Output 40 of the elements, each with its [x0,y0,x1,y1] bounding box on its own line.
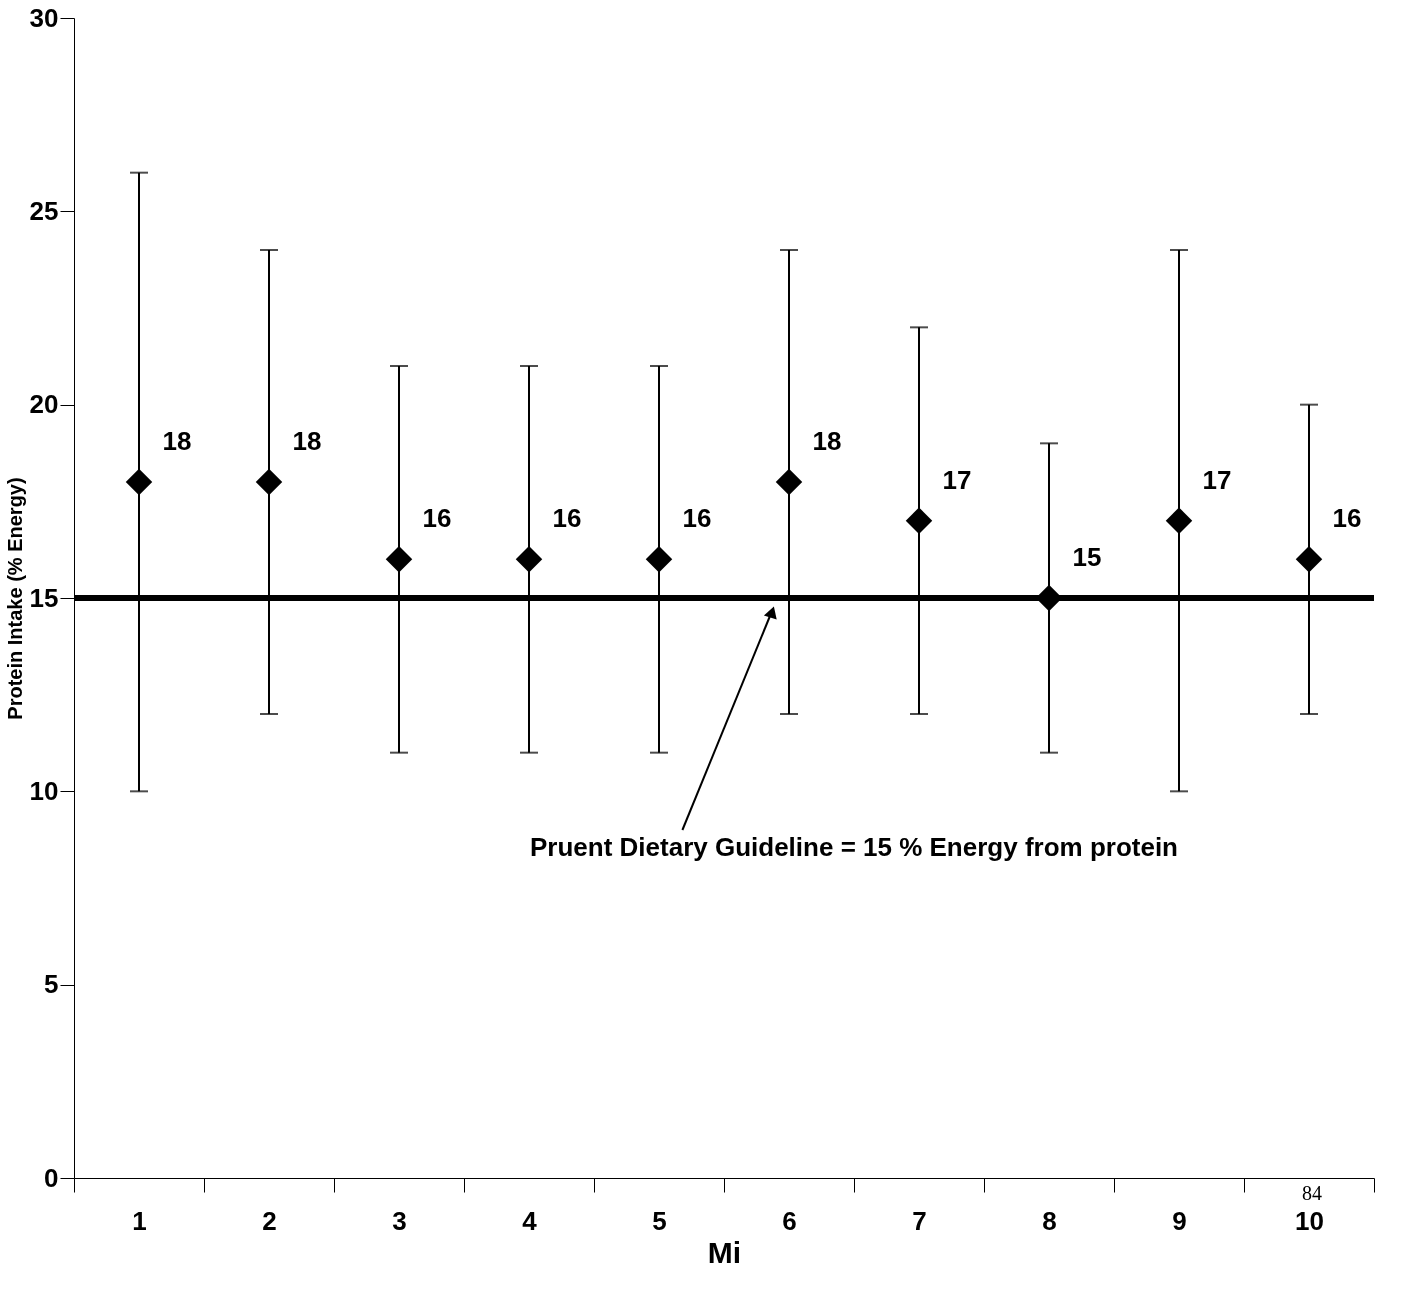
y-tick-label: 10 [29,775,59,806]
data-label: 16 [422,503,452,534]
data-label: 17 [1202,464,1232,495]
point [645,546,673,573]
point [125,468,153,496]
data-label: 18 [812,426,842,456]
y-axis-title: Protein Intake (% Energy) [3,477,26,720]
x-tick-label: 8 [1042,1205,1057,1236]
data-label: 15 [1072,542,1102,572]
data-label: 17 [942,464,972,495]
text: 84 [1302,1182,1322,1204]
x-tick-label: 7 [912,1205,927,1236]
data-label: 16 [1332,503,1362,534]
x-tick-label: 9 [1172,1205,1187,1236]
y-tick-label: 5 [44,969,59,1000]
point [775,468,803,496]
x-tick-label: 5 [652,1205,667,1236]
point [905,507,933,534]
x-tick-label: 10 [1295,1205,1324,1236]
point [515,546,543,573]
x-tick-label: 6 [782,1205,797,1236]
x-tick-label: 2 [262,1205,277,1236]
y-tick-label: 30 [29,2,59,33]
data-label: 16 [552,503,582,534]
x-tick-label: 1 [132,1205,147,1236]
y-tick-label: 25 [29,195,59,226]
point [1295,546,1323,573]
x-tick-label: 4 [522,1205,538,1236]
point [255,468,283,496]
x-tick-label: 3 [392,1205,407,1236]
point [385,546,413,573]
data-label: 16 [682,503,712,534]
y-tick-label: 15 [29,582,59,613]
ref-line-label: Pruent Dietary Guideline = 15 % Energy from protein [530,832,1178,862]
x-axis-title: Mi [707,1235,742,1269]
data-label: 18 [162,426,192,456]
data-label: 18 [292,426,322,456]
y-tick-label: 0 [44,1162,59,1193]
point [1165,507,1193,534]
y-tick-label: 20 [29,389,59,420]
